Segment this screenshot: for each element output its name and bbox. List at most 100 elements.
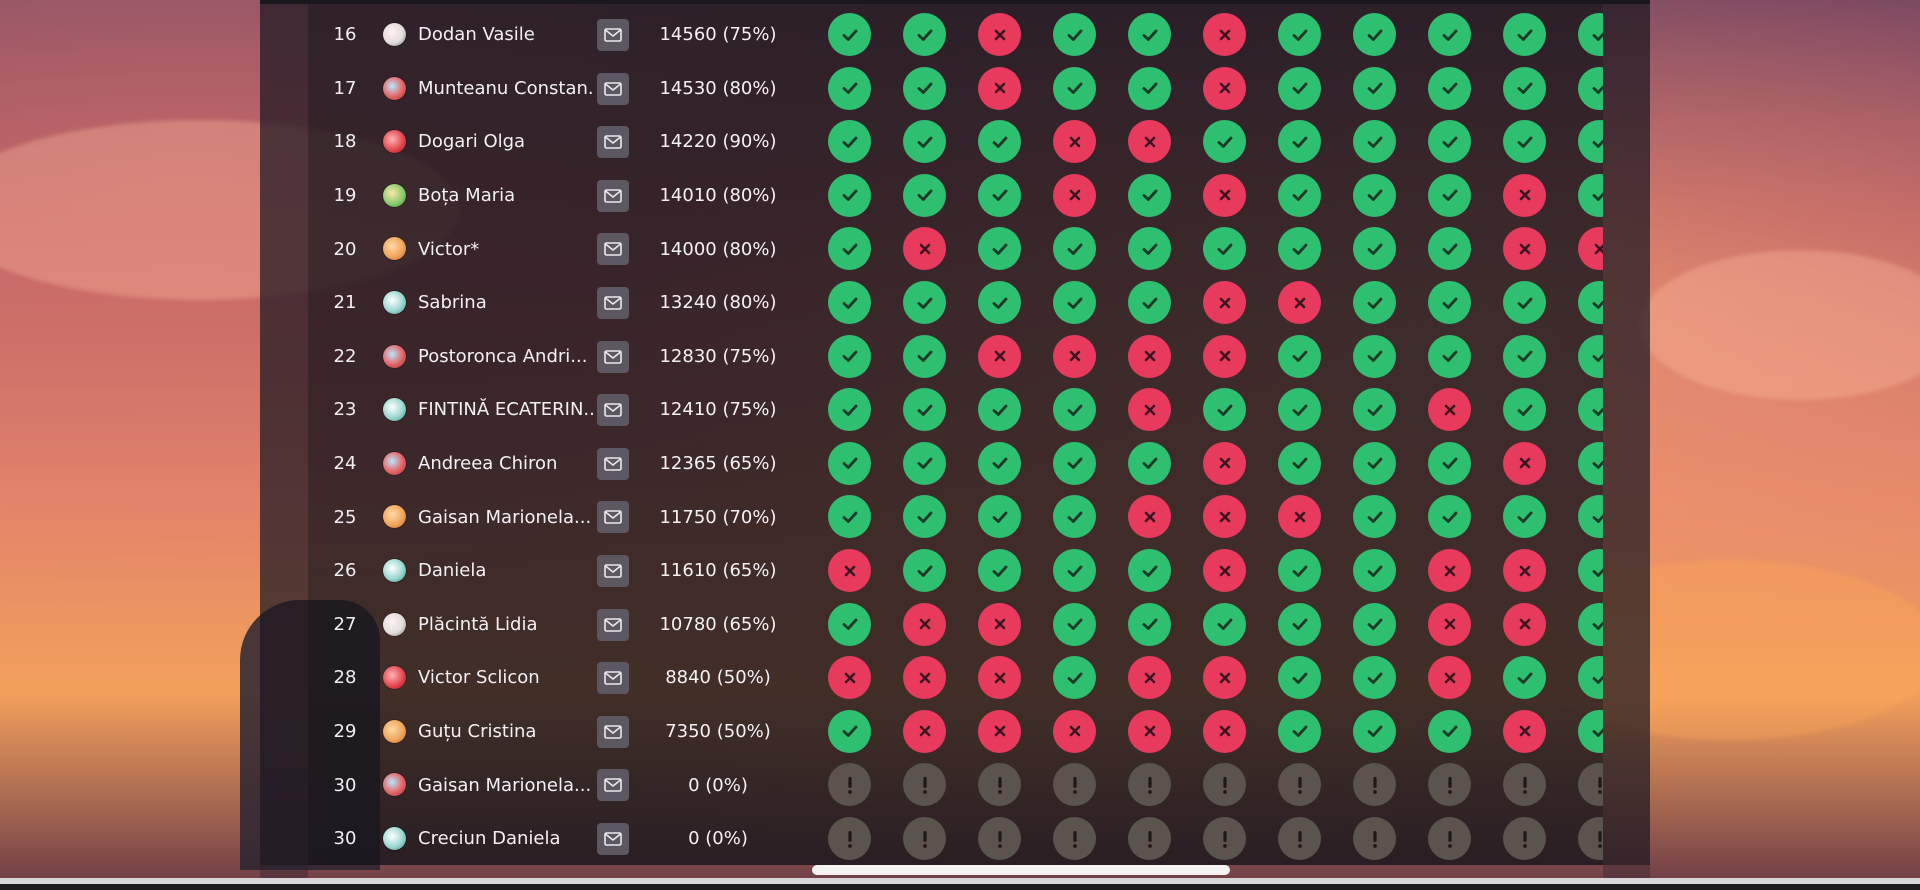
answer-correct[interactable] xyxy=(1128,227,1171,271)
answer-unanswered[interactable] xyxy=(1353,763,1396,807)
answer-correct[interactable] xyxy=(1353,656,1396,700)
answer-correct[interactable] xyxy=(1503,66,1546,110)
answer-incorrect[interactable] xyxy=(1278,495,1321,539)
answer-unanswered[interactable] xyxy=(1128,817,1171,860)
answer-incorrect[interactable] xyxy=(1203,13,1246,56)
answer-correct[interactable] xyxy=(1053,549,1096,592)
answer-unanswered[interactable] xyxy=(1053,817,1096,860)
answer-correct[interactable] xyxy=(828,495,871,539)
answer-correct[interactable] xyxy=(828,388,871,432)
answer-incorrect[interactable] xyxy=(978,66,1021,110)
answer-correct[interactable] xyxy=(1278,334,1321,378)
answer-correct[interactable] xyxy=(1578,334,1603,378)
answer-correct[interactable] xyxy=(978,227,1021,271)
answer-incorrect[interactable] xyxy=(1128,334,1171,378)
answer-correct[interactable] xyxy=(1428,13,1471,56)
answer-incorrect[interactable] xyxy=(1503,549,1546,592)
answer-correct[interactable] xyxy=(1428,227,1471,271)
answer-correct[interactable] xyxy=(1428,441,1471,485)
answer-correct[interactable] xyxy=(1128,602,1171,646)
answer-correct[interactable] xyxy=(1053,281,1096,324)
answer-unanswered[interactable] xyxy=(978,817,1021,860)
message-player-button[interactable] xyxy=(597,769,629,802)
answer-correct[interactable] xyxy=(978,120,1021,164)
answer-unanswered[interactable] xyxy=(1053,763,1096,807)
answer-incorrect[interactable] xyxy=(903,227,946,271)
answer-incorrect[interactable] xyxy=(828,656,871,700)
answer-correct[interactable] xyxy=(1278,173,1321,217)
answer-correct[interactable] xyxy=(1503,13,1546,56)
answer-correct[interactable] xyxy=(1128,66,1171,110)
answer-correct[interactable] xyxy=(1128,173,1171,217)
answer-correct[interactable] xyxy=(978,281,1021,324)
answer-incorrect[interactable] xyxy=(1203,441,1246,485)
answer-correct[interactable] xyxy=(1428,173,1471,217)
answer-incorrect[interactable] xyxy=(1428,549,1471,592)
answer-correct[interactable] xyxy=(903,495,946,539)
answer-correct[interactable] xyxy=(903,388,946,432)
message-player-button[interactable] xyxy=(597,287,629,319)
answer-correct[interactable] xyxy=(903,120,946,164)
answer-correct[interactable] xyxy=(1353,13,1396,56)
answer-incorrect[interactable] xyxy=(1503,709,1546,753)
answer-correct[interactable] xyxy=(978,495,1021,539)
answer-incorrect[interactable] xyxy=(1503,602,1546,646)
answer-incorrect[interactable] xyxy=(1428,388,1471,432)
answer-correct[interactable] xyxy=(1353,388,1396,432)
answer-correct[interactable] xyxy=(903,549,946,592)
answer-correct[interactable] xyxy=(1353,66,1396,110)
answer-correct[interactable] xyxy=(1053,656,1096,700)
answer-correct[interactable] xyxy=(1428,334,1471,378)
answer-correct[interactable] xyxy=(1053,602,1096,646)
answer-correct[interactable] xyxy=(903,281,946,324)
answer-incorrect[interactable] xyxy=(1128,388,1171,432)
answer-correct[interactable] xyxy=(903,13,946,56)
message-player-button[interactable] xyxy=(597,72,629,105)
answer-unanswered[interactable] xyxy=(828,763,871,807)
answer-incorrect[interactable] xyxy=(903,602,946,646)
answer-correct[interactable] xyxy=(1503,334,1546,378)
answer-correct[interactable] xyxy=(1128,441,1171,485)
answer-correct[interactable] xyxy=(1278,66,1321,110)
answer-correct[interactable] xyxy=(1053,441,1096,485)
message-player-button[interactable] xyxy=(597,715,629,748)
answer-unanswered[interactable] xyxy=(1128,763,1171,807)
answer-correct[interactable] xyxy=(1578,388,1603,432)
answer-correct[interactable] xyxy=(1203,120,1246,164)
answer-correct[interactable] xyxy=(1053,495,1096,539)
answer-unanswered[interactable] xyxy=(1503,817,1546,860)
answer-incorrect[interactable] xyxy=(1428,656,1471,700)
answer-incorrect[interactable] xyxy=(1203,66,1246,110)
answer-correct[interactable] xyxy=(978,441,1021,485)
answer-unanswered[interactable] xyxy=(1203,817,1246,860)
answer-incorrect[interactable] xyxy=(1578,227,1603,271)
answer-correct[interactable] xyxy=(828,120,871,164)
answer-correct[interactable] xyxy=(1503,656,1546,700)
answer-correct[interactable] xyxy=(1353,709,1396,753)
answer-correct[interactable] xyxy=(1578,66,1603,110)
answer-unanswered[interactable] xyxy=(828,817,871,860)
answer-correct[interactable] xyxy=(1578,441,1603,485)
answer-correct[interactable] xyxy=(1203,227,1246,271)
answer-incorrect[interactable] xyxy=(1278,281,1321,324)
message-player-button[interactable] xyxy=(597,662,629,695)
answer-correct[interactable] xyxy=(903,66,946,110)
answer-unanswered[interactable] xyxy=(978,763,1021,807)
answer-correct[interactable] xyxy=(903,173,946,217)
answer-correct[interactable] xyxy=(1578,495,1603,539)
answer-correct[interactable] xyxy=(1578,281,1603,324)
answer-correct[interactable] xyxy=(1353,495,1396,539)
answer-correct[interactable] xyxy=(1578,656,1603,700)
answer-incorrect[interactable] xyxy=(978,13,1021,56)
answer-unanswered[interactable] xyxy=(1278,763,1321,807)
horizontal-scrollbar-thumb[interactable] xyxy=(812,865,1230,875)
answer-incorrect[interactable] xyxy=(1053,173,1096,217)
answer-unanswered[interactable] xyxy=(1578,763,1603,807)
answer-correct[interactable] xyxy=(828,173,871,217)
answer-correct[interactable] xyxy=(1128,13,1171,56)
answer-correct[interactable] xyxy=(1503,495,1546,539)
answer-incorrect[interactable] xyxy=(1053,120,1096,164)
answer-correct[interactable] xyxy=(1428,709,1471,753)
answer-incorrect[interactable] xyxy=(828,549,871,592)
answer-incorrect[interactable] xyxy=(1203,549,1246,592)
